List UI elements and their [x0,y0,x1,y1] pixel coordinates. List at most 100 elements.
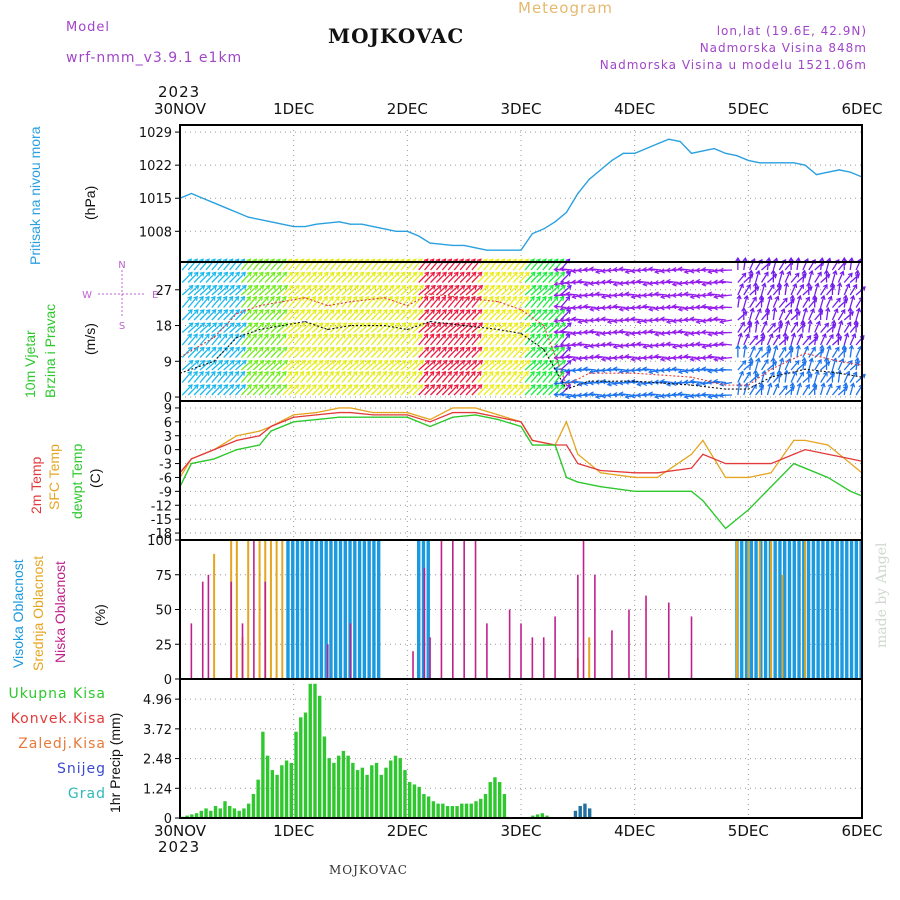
wind-arrow [229,322,241,333]
wind-arrow-head [194,284,200,290]
wind-arrow [276,296,287,308]
wind-arrow [530,271,542,283]
wind-arrow-head [329,271,335,277]
wind-arrow-head [306,359,312,365]
wind-arrow [217,360,229,371]
wind-arrow-head [767,382,773,388]
pressure-line-point [656,143,659,145]
wind-arrow-head [283,359,289,365]
wind-arrow-head [241,271,246,277]
year-top: 2023 [158,83,201,101]
wind-arrow-head [501,309,507,314]
wind-arrow [524,322,536,333]
wind-arrow [749,308,754,321]
wind-arrow [394,371,405,383]
wind-arrow-head [518,370,523,376]
wind-arrow-head [312,309,317,314]
wind-arrow-head [695,367,701,373]
wind-arrow-head [423,333,429,339]
wind-arrow-head [400,333,405,339]
wind-arrow-head [530,295,535,301]
wind-arrow [506,285,519,296]
wind-arrow [388,346,400,358]
wind-arrow-head [417,295,423,301]
pressure-title: Pritisak na nivou mora [27,126,43,265]
wind-arrow-head [707,379,712,385]
dewpt-temp-line-point [827,476,829,479]
wind-arrow-head [205,370,210,376]
wind-arrow [501,360,513,371]
wind-arrow [837,271,844,283]
wind-arrow-head [342,359,348,365]
wind-arrow-head [805,383,810,389]
wind-arrow [406,309,418,321]
wind-speed-line-point [565,388,568,390]
wind-arrow-head [689,356,695,362]
wind-arrow [441,322,454,333]
wind-arrow-head [377,346,382,352]
wind-arrow [329,371,340,383]
wind-arrow-head [543,359,549,365]
wind-arrow [252,333,263,346]
wind-arrow-head [559,280,565,287]
wind-arrow [305,371,316,383]
wind-arrow-head [566,271,572,277]
wind-arrow-head [264,384,270,389]
wind-arrow-head [471,309,477,314]
wind-arrow [359,360,371,371]
wind-arrow-head [577,355,583,362]
wind-arrow-head [187,370,192,376]
wind-arrow-head [659,356,665,362]
wind-arrow-head [571,378,577,385]
wind-arrow [749,358,753,371]
wind-arrow [217,384,228,396]
wind-arrow [299,371,310,383]
wind-arrow-head [829,333,834,339]
wind-arrow-head [624,353,630,360]
wind-arrow-head [624,305,630,312]
wind-arrow [276,371,287,383]
wind-arrow-head [371,346,377,352]
wind-arrow-head [808,269,814,275]
wind-arrow-head [774,295,780,301]
cloud-bar-low [190,623,193,679]
wind-arrow-head [253,284,259,290]
wind-arrow-head [827,383,833,389]
cloud-bar-high [295,540,300,679]
wind-arrow-head [817,306,824,312]
wind-arrow [246,285,259,296]
wind-arrow [483,322,495,333]
wind-arrow-head [395,322,401,328]
wind-arrow-head [371,384,377,389]
pressure-line-point [645,148,647,150]
cloud-title-high: Visoka Oblacnost [10,559,26,668]
wind-arrow [217,371,228,383]
wind-arrow-head [565,291,571,297]
wind-arrow-head [671,343,677,350]
wind-arrow-head [395,284,401,290]
wind-arrow [406,271,418,283]
wind-arrow [370,285,383,296]
wind-speed-line-point [281,324,283,327]
wind-arrow [790,311,801,321]
cloud-bar-low [611,630,613,679]
wind-arrow [388,371,399,383]
wind-arrow [353,371,364,383]
wind-arrow [305,285,318,296]
wind-arrow [353,322,365,333]
wind-arrow-head [594,291,600,297]
wind-arrow [766,322,776,333]
wind-arrow-head [746,283,751,289]
wind-arrow [288,371,299,383]
wind-arrow [849,345,853,358]
wind-arrow-head [600,279,606,285]
wind-arrow-head [542,309,548,314]
pressure-line-point [634,152,636,154]
wind-arrow-head [768,333,774,339]
wind-arrow-head [518,384,524,389]
wind-arrow-head [764,358,769,364]
temp-2m-line-point [850,458,852,460]
wind-arrow [619,268,632,271]
wind-arrow-head [490,322,495,328]
wind-arrow-head [389,284,395,290]
